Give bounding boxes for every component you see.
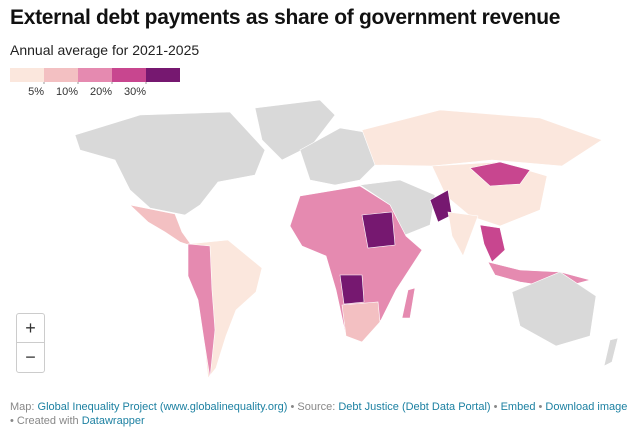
title: External debt payments as share of gover… — [10, 6, 561, 29]
legend-swatch — [44, 68, 78, 82]
mongolia — [469, 161, 531, 187]
india — [447, 211, 479, 257]
footer-text: • — [493, 401, 498, 413]
madagascar — [401, 287, 416, 319]
legend-tick-label: 30% — [124, 86, 146, 98]
legend-tick-label: 10% — [56, 86, 78, 98]
zoom-out-button[interactable]: − — [25, 347, 36, 367]
zoom-control: + − — [16, 313, 45, 373]
footer: Map: Global Inequality Project (www.glob… — [10, 400, 630, 428]
subtitle: Annual average for 2021-2025 — [10, 42, 200, 58]
footer-link[interactable]: Embed — [500, 401, 536, 413]
legend-swatch — [10, 68, 44, 82]
legend-tick-label: 5% — [28, 86, 44, 98]
world-map — [74, 99, 619, 379]
legend-tick-label: 20% — [90, 86, 112, 98]
footer-text: • Created with — [10, 415, 79, 427]
zoom-in-button[interactable]: + — [17, 314, 44, 343]
angola — [339, 274, 365, 305]
legend-swatch — [78, 68, 112, 82]
footer-text: • — [538, 401, 543, 413]
sudan — [361, 211, 396, 249]
legend: 5% 10% 20% 30% — [10, 68, 180, 98]
southern-africa — [341, 301, 381, 343]
andes — [187, 243, 216, 379]
footer-text: Map: — [10, 401, 35, 413]
footer-link[interactable]: Debt Justice (Debt Data Portal) — [338, 401, 491, 413]
mexico — [129, 204, 193, 247]
europe — [299, 127, 376, 186]
australia — [511, 271, 597, 347]
se-asia — [479, 224, 506, 263]
footer-text: • Source: — [290, 401, 336, 413]
russia — [361, 109, 603, 167]
footer-link[interactable]: Global Inequality Project (www.globaline… — [37, 401, 288, 413]
footer-link[interactable]: Datawrapper — [81, 415, 145, 427]
new-zealand — [603, 337, 619, 367]
legend-swatch — [112, 68, 146, 82]
legend-swatch — [146, 68, 180, 82]
north-america — [74, 111, 266, 216]
footer-link[interactable]: Download image — [545, 401, 628, 413]
